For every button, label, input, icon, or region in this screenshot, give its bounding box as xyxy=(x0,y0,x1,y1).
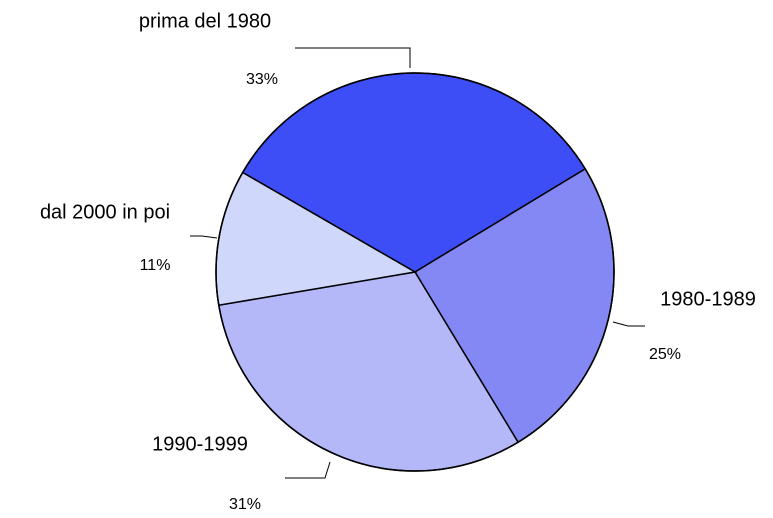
slice-label: 1980-1989 xyxy=(660,288,756,310)
value-label: 33% xyxy=(246,71,278,88)
value-label: 25% xyxy=(649,346,681,363)
slice-label: prima del 1980 xyxy=(139,10,271,32)
value-label: 11% xyxy=(140,257,171,274)
pie xyxy=(215,72,615,472)
leader-line xyxy=(295,47,411,68)
leader-line xyxy=(190,235,218,239)
value-label: 31% xyxy=(229,496,261,513)
pie-outline xyxy=(215,72,615,472)
leader-line xyxy=(612,321,645,327)
slice-label: dal 2000 in poi xyxy=(40,201,170,223)
slice-label: 1990-1999 xyxy=(152,433,248,455)
leader-line xyxy=(285,461,331,479)
